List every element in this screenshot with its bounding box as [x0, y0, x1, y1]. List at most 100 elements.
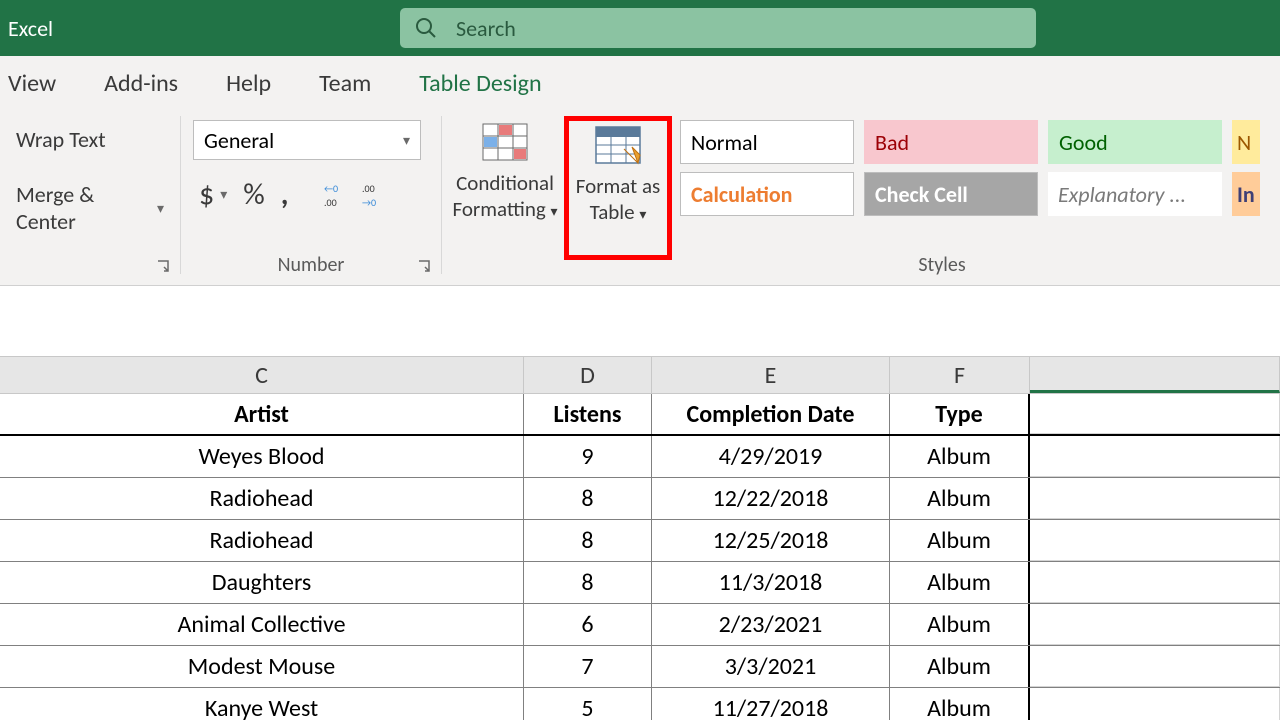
search-icon	[414, 16, 438, 40]
decrease-decimal-icon[interactable]: .00 →0	[360, 180, 390, 210]
svg-text:.00: .00	[362, 182, 375, 195]
tab-table-design[interactable]: Table Design	[419, 61, 541, 106]
cell-completion-date[interactable]: 11/27/2018	[652, 688, 890, 720]
cell-type[interactable]: Album	[890, 562, 1030, 603]
cell-style-good[interactable]: Good	[1048, 120, 1222, 164]
cell-listens[interactable]: 7	[524, 646, 652, 687]
cell-artist[interactable]: Radiohead	[0, 478, 524, 519]
chevron-down-icon: ▾	[220, 186, 227, 203]
comma-style-button[interactable]: ,	[281, 176, 289, 213]
increase-decimal-icon[interactable]: ←0 .00	[322, 180, 352, 210]
table-row: Modest Mouse73/3/2021Album	[0, 646, 1280, 688]
conditional-formatting-label: ConditionalFormatting ▾	[448, 170, 562, 223]
table-row: Daughters811/3/2018Album	[0, 562, 1280, 604]
chevron-down-icon: ▾	[157, 200, 164, 217]
cell-listens[interactable]: 6	[524, 604, 652, 645]
conditional-formatting-button[interactable]: ConditionalFormatting ▾	[446, 118, 564, 227]
title-bar: Excel Search	[0, 0, 1280, 56]
ribbon-tabs: View Add-ins Help Team Table Design	[0, 56, 1280, 110]
svg-text:→0: →0	[362, 196, 376, 209]
cell-completion-date[interactable]: 11/3/2018	[652, 562, 890, 603]
cell-artist[interactable]: Kanye West	[0, 688, 524, 720]
tab-team[interactable]: Team	[319, 61, 371, 106]
cell-artist[interactable]: Modest Mouse	[0, 646, 524, 687]
number-format-value: General	[204, 127, 274, 154]
empty-cell[interactable]	[1030, 520, 1280, 561]
wrap-text-button[interactable]: Wrap Text	[12, 118, 168, 161]
number-group-label: Number	[181, 253, 441, 277]
cell-type[interactable]: Album	[890, 436, 1030, 477]
cell-completion-date[interactable]: 3/3/2021	[652, 646, 890, 687]
cell-style-normal[interactable]: Normal	[680, 120, 854, 164]
number-format-select[interactable]: General ▾	[193, 120, 421, 160]
cell-style-neutral[interactable]: N	[1232, 120, 1260, 164]
merge-center-button[interactable]: Merge & Center ▾	[12, 173, 168, 243]
empty-cell[interactable]	[1030, 562, 1280, 603]
column-headers: C D E F	[0, 356, 1280, 394]
alignment-group: Wrap Text Merge & Center ▾	[0, 110, 180, 285]
cell-type[interactable]: Album	[890, 478, 1030, 519]
cell-type[interactable]: Album	[890, 646, 1030, 687]
search-placeholder: Search	[456, 15, 516, 42]
cell-styles-gallery: Normal Bad Good N Calculation Check Cell…	[680, 120, 1260, 216]
cell-completion-date[interactable]: 4/29/2019	[652, 436, 890, 477]
cell-artist[interactable]: Weyes Blood	[0, 436, 524, 477]
table-row: Radiohead812/22/2018Album	[0, 478, 1280, 520]
wrap-text-label: Wrap Text	[16, 126, 106, 153]
currency-button[interactable]: $ ▾	[199, 176, 227, 213]
table-header-row: Artist Listens Completion Date Type	[0, 394, 1280, 436]
table-row: Kanye West511/27/2018Album	[0, 688, 1280, 720]
cell-style-input[interactable]: In	[1232, 172, 1260, 216]
col-header-f[interactable]: F	[890, 357, 1030, 393]
table-row: Weyes Blood94/29/2019Album	[0, 436, 1280, 478]
cell-type[interactable]: Album	[890, 688, 1030, 720]
cell-listens[interactable]: 8	[524, 562, 652, 603]
ribbon: Wrap Text Merge & Center ▾ General ▾ $ ▾…	[0, 110, 1280, 286]
cell-artist[interactable]: Radiohead	[0, 520, 524, 561]
cell-listens[interactable]: 8	[524, 478, 652, 519]
search-box[interactable]: Search	[400, 8, 1036, 48]
empty-cell[interactable]	[1030, 478, 1280, 519]
cell-completion-date[interactable]: 12/25/2018	[652, 520, 890, 561]
cell-completion-date[interactable]: 2/23/2021	[652, 604, 890, 645]
col-header-blank[interactable]	[1030, 357, 1280, 393]
empty-cell[interactable]	[1030, 394, 1280, 434]
tab-addins[interactable]: Add-ins	[104, 61, 178, 106]
conditional-formatting-icon	[481, 122, 529, 162]
col-header-e[interactable]: E	[652, 357, 890, 393]
cell-artist[interactable]: Animal Collective	[0, 604, 524, 645]
empty-cell[interactable]	[1030, 436, 1280, 477]
header-artist[interactable]: Artist	[0, 394, 524, 434]
empty-cell[interactable]	[1030, 688, 1280, 720]
col-header-d[interactable]: D	[524, 357, 652, 393]
dialog-launcher-icon[interactable]	[417, 259, 433, 275]
sheet-area[interactable]: C D E F Artist Listens Completion Date T…	[0, 286, 1280, 720]
table-row: Radiohead812/25/2018Album	[0, 520, 1280, 562]
cell-type[interactable]: Album	[890, 604, 1030, 645]
header-listens[interactable]: Listens	[524, 394, 652, 434]
tab-view[interactable]: View	[8, 61, 56, 106]
cell-listens[interactable]: 9	[524, 436, 652, 477]
merge-center-label: Merge & Center	[16, 181, 145, 235]
empty-cell[interactable]	[1030, 646, 1280, 687]
header-type[interactable]: Type	[890, 394, 1030, 434]
app-name: Excel	[8, 15, 53, 42]
dialog-launcher-icon[interactable]	[156, 259, 172, 275]
cell-style-check-cell[interactable]: Check Cell	[864, 172, 1038, 216]
format-as-table-label: Format asTable ▾	[571, 173, 665, 226]
percent-button[interactable]: %	[243, 176, 264, 213]
cell-listens[interactable]: 8	[524, 520, 652, 561]
cell-type[interactable]: Album	[890, 520, 1030, 561]
cell-style-explanatory[interactable]: Explanatory ...	[1048, 172, 1222, 216]
col-header-c[interactable]: C	[0, 357, 524, 393]
empty-cell[interactable]	[1030, 604, 1280, 645]
cell-artist[interactable]: Daughters	[0, 562, 524, 603]
format-as-table-button[interactable]: Format asTable ▾	[564, 116, 672, 260]
tab-help[interactable]: Help	[226, 61, 271, 106]
svg-text:.00: .00	[324, 196, 337, 209]
header-completion-date[interactable]: Completion Date	[652, 394, 890, 434]
cell-style-calculation[interactable]: Calculation	[680, 172, 854, 216]
cell-style-bad[interactable]: Bad	[864, 120, 1038, 164]
cell-completion-date[interactable]: 12/22/2018	[652, 478, 890, 519]
cell-listens[interactable]: 5	[524, 688, 652, 720]
